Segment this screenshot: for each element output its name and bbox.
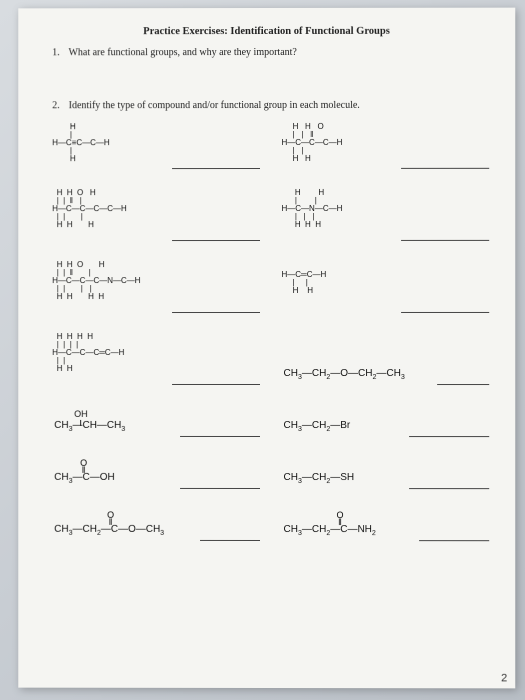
blank-k[interactable] [180, 488, 260, 489]
blank-f[interactable] [401, 312, 489, 313]
q2-text: Identify the type of compound and/or fun… [69, 100, 360, 111]
struct-c: H H O H | | ‖ | H—C—C—C—C—H | | | H H H [52, 189, 127, 229]
formula-n: CH3—CH2—C—NH2 [284, 524, 376, 537]
molecule-m: O‖ CH3—CH2—C—O—CH3 [52, 505, 251, 547]
blank-d[interactable] [401, 240, 489, 241]
blank-l[interactable] [409, 488, 489, 489]
blank-b[interactable] [401, 168, 489, 169]
blank-g[interactable] [172, 384, 260, 385]
question-1: 1. What are functional groups, and why a… [52, 47, 481, 59]
page-title: Practice Exercises: Identification of Fu… [52, 26, 481, 38]
molecule-n: O‖ CH3—CH2—C—NH2 [282, 505, 482, 547]
molecule-e: H H O H | | ‖ | H—C—C—C—N—C—H | | | | H … [52, 257, 251, 319]
molecule-k: O‖ CH3—C—OH [52, 453, 251, 495]
blank-n[interactable] [419, 540, 489, 541]
blank-c[interactable] [172, 240, 260, 241]
formula-l: CH3—CH2—SH [284, 472, 355, 485]
molecule-f: H—C═C—H | | H H [282, 257, 482, 319]
worksheet-page: Practice Exercises: Identification of Fu… [18, 8, 515, 689]
blank-m[interactable] [200, 540, 260, 541]
blank-j[interactable] [409, 436, 489, 437]
molecule-grid: H | H—C≡C—C—H | H H H O | | ‖ H—C—C—C—H … [52, 119, 481, 547]
molecule-h: CH3—CH2—O—CH2—CH3 [282, 329, 482, 391]
blank-h[interactable] [437, 384, 489, 385]
q1-number: 1. [52, 47, 66, 58]
formula-i-top: OH [74, 409, 87, 419]
formula-i: CH3—CH—CH3 [54, 420, 125, 433]
molecule-l: CH3—CH2—SH [282, 453, 482, 495]
struct-e: H H O H | | ‖ | H—C—C—C—N—C—H | | | | H … [52, 261, 140, 301]
struct-d: H H | | H—C—N—C—H | | | H H H [282, 189, 343, 229]
q1-text: What are functional groups, and why are … [69, 47, 297, 58]
molecule-j: CH3—CH2—Br [282, 401, 482, 443]
page-number: 2 [501, 672, 507, 684]
blank-i[interactable] [180, 436, 260, 437]
formula-h: CH3—CH2—O—CH2—CH3 [284, 368, 405, 381]
question-2: 2. Identify the type of compound and/or … [52, 100, 481, 111]
molecule-g: H H H H | | | | H—C—C—C═C—H | | H H [52, 329, 251, 391]
struct-a: H | H—C≡C—C—H | H [52, 123, 109, 163]
molecule-d: H H | | H—C—N—C—H | | | H H H [282, 185, 482, 247]
molecule-c: H H O H | | ‖ | H—C—C—C—C—H | | | H H H [52, 185, 251, 247]
molecule-i: OH CH3—CH—CH3 [52, 401, 251, 443]
struct-f: H—C═C—H | | H H [282, 271, 327, 295]
answer-space-1 [52, 62, 481, 100]
struct-b: H H O | | ‖ H—C—C—C—H | | H H [282, 123, 343, 163]
q2-number: 2. [52, 100, 66, 111]
blank-e[interactable] [172, 312, 260, 313]
formula-j: CH3—CH2—Br [284, 420, 351, 433]
formula-m: CH3—CH2—C—O—CH3 [54, 524, 164, 537]
blank-a[interactable] [172, 168, 260, 169]
struct-g: H H H H | | | | H—C—C—C═C—H | | H H [52, 333, 124, 373]
formula-k: CH3—C—OH [54, 472, 114, 485]
molecule-b: H H O | | ‖ H—C—C—C—H | | H H [282, 119, 482, 175]
molecule-a: H | H—C≡C—C—H | H [52, 119, 251, 175]
